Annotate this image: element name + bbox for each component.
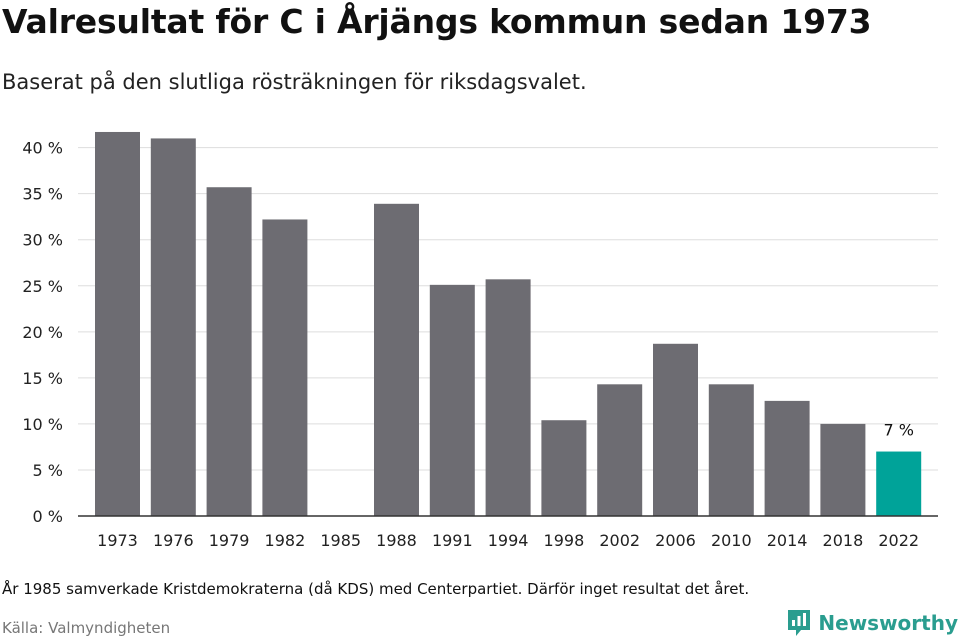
bar-2010 [708, 384, 754, 516]
y-tick-label: 40 % [22, 139, 63, 158]
brand-name: Newsworthy [818, 611, 958, 635]
bar-1982 [262, 219, 308, 517]
data-label: 7 % [883, 421, 913, 440]
chart-title: Valresultat för C i Årjängs kommun sedan… [2, 2, 872, 41]
bar-1976 [150, 138, 196, 516]
x-tick-label: 1979 [209, 531, 250, 550]
newsworthy-logo-icon [788, 610, 811, 636]
y-tick-label: 20 % [22, 323, 63, 342]
bar-1991 [429, 284, 475, 516]
x-tick-label: 1991 [432, 531, 473, 550]
bar-2022 [876, 451, 922, 516]
y-tick-label: 15 % [22, 369, 63, 388]
x-tick-label: 2006 [655, 531, 696, 550]
x-tick-label: 1976 [153, 531, 194, 550]
y-tick-label: 35 % [22, 185, 63, 204]
x-tick-label: 2022 [878, 531, 919, 550]
y-tick-label: 25 % [22, 277, 63, 296]
x-tick-label: 1973 [97, 531, 138, 550]
bar-1994 [485, 279, 531, 516]
bar-chart: 0 % 5 % 10 % 15 % 20 % 25 % 30 % 35 % 40 % 1973 19… [22, 131, 938, 550]
x-tick-label: 1982 [265, 531, 306, 550]
bar-2018 [820, 423, 866, 516]
brand-logo: Newsworthy [786, 608, 958, 638]
bar-2002 [597, 384, 643, 516]
bar-1998 [541, 420, 587, 516]
bar-1973 [95, 131, 140, 516]
x-tick-label: 2002 [599, 531, 640, 550]
x-tick-label: 2010 [711, 531, 752, 550]
x-tick-label: 1998 [544, 531, 585, 550]
bar-2014 [764, 400, 810, 516]
footnote: År 1985 samverkade Kristdemokraterna (då… [2, 580, 750, 598]
x-tick-label: 2014 [767, 531, 808, 550]
source-note: Källa: Valmyndigheten [2, 619, 171, 637]
y-tick-label: 0 % [33, 507, 63, 526]
y-tick-label: 10 % [22, 415, 63, 434]
y-tick-label: 30 % [22, 231, 63, 250]
bar-1979 [206, 187, 252, 516]
y-tick-label: 5 % [33, 461, 63, 480]
chart-subtitle: Baserat på den slutliga rösträkningen fö… [2, 70, 587, 94]
x-tick-label: 1994 [488, 531, 529, 550]
x-tick-label: 1988 [376, 531, 417, 550]
x-tick-label: 2018 [823, 531, 864, 550]
bar-1988 [374, 203, 419, 516]
bar-2006 [653, 343, 698, 516]
x-tick-label: 1985 [320, 531, 361, 550]
